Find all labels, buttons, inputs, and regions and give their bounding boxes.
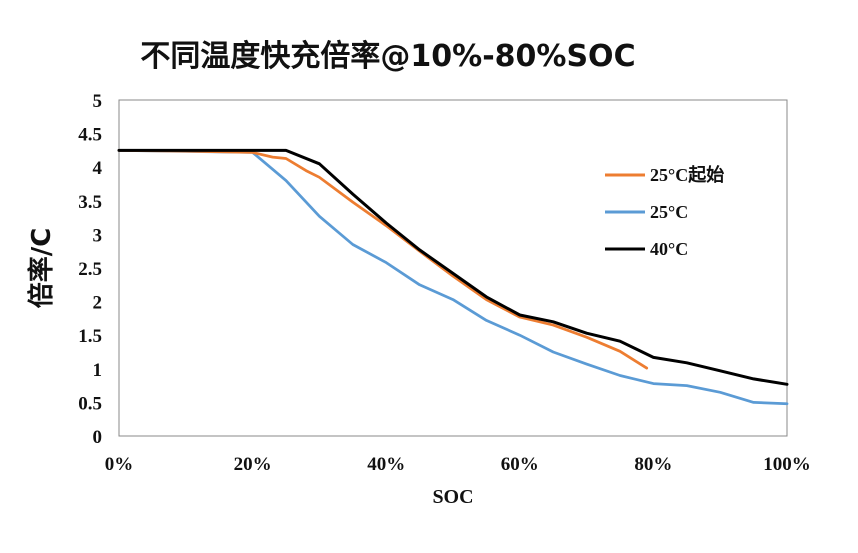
series-line (117, 148, 789, 386)
legend-label: 40°C (650, 239, 688, 259)
y-tick-labels: 0 0.5 1 1.5 2 2.5 3 3.5 4 4.5 5 (78, 91, 102, 448)
plot-area (118, 99, 788, 437)
series-line (117, 149, 789, 406)
y-tick-label: 1.5 (78, 326, 102, 347)
y-tick-label: 0 (93, 427, 103, 448)
y-tick-label: 0.5 (78, 393, 102, 414)
legend-label: 25°C起始 (650, 164, 724, 185)
x-tick-label: 80% (634, 454, 672, 475)
y-tick-label: 3.5 (78, 192, 102, 213)
x-tick-label: 100% (763, 454, 811, 475)
x-axis-label: SOC (432, 486, 473, 508)
y-tick-label: 4.5 (78, 125, 102, 146)
series-lines (117, 148, 789, 406)
x-tick-label: 20% (234, 454, 272, 475)
y-axis-label: 倍率/C (26, 228, 57, 309)
x-tick-labels: 0% 20% 40% 60% 80% 100% (105, 454, 811, 475)
y-tick-label: 1 (93, 360, 103, 381)
chart-title: 不同温度快充倍率@10%-80%SOC (140, 39, 635, 74)
series-line (117, 149, 649, 370)
x-tick-label: 0% (105, 454, 134, 475)
y-tick-label: 2 (93, 293, 103, 314)
x-tick-label: 60% (501, 454, 539, 475)
legend: 25°C起始 25°C 40°C (605, 164, 724, 259)
y-tick-label: 5 (93, 91, 103, 112)
x-tick-label: 40% (367, 454, 405, 475)
y-tick-label: 3 (93, 225, 103, 246)
y-tick-label: 2.5 (78, 259, 102, 280)
legend-label: 25°C (650, 202, 688, 222)
y-tick-label: 4 (93, 158, 103, 179)
